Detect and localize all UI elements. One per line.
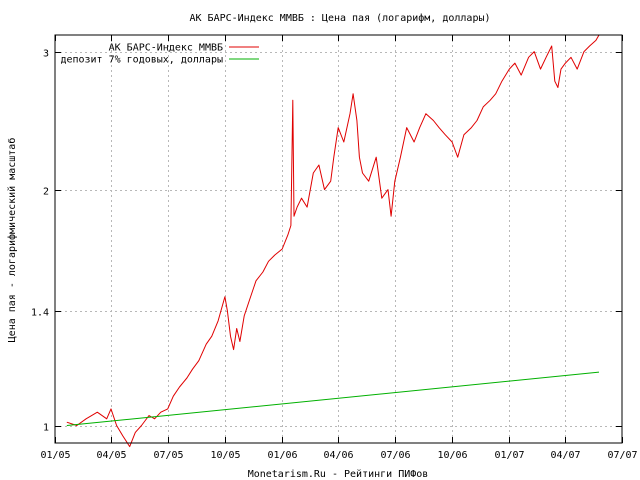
legend-label: депозит 7% годовых, доллары bbox=[60, 55, 223, 66]
y-tick-label: 1 bbox=[43, 423, 49, 434]
y-tick-label: 2 bbox=[43, 187, 49, 198]
legend-label: АК БАРС-Индекс ММВБ bbox=[109, 43, 223, 54]
x-axis-label: Monetarism.Ru - Рейтинги ПИФов bbox=[248, 468, 429, 480]
x-tick-label: 01/05 bbox=[40, 450, 70, 461]
chart-title: АК БАРС-Индекс ММВБ : Цена пая (логарифм… bbox=[189, 12, 490, 24]
x-tick-label: 10/05 bbox=[210, 450, 240, 461]
x-tick-label: 07/05 bbox=[153, 450, 183, 461]
y-tick-label: 1.4 bbox=[31, 308, 49, 319]
x-tick-label: 01/07 bbox=[494, 450, 524, 461]
x-tick-label: 04/07 bbox=[550, 450, 580, 461]
x-tick-label: 07/07 bbox=[607, 450, 637, 461]
series-line-2 bbox=[66, 371, 600, 426]
x-tick-label: 01/06 bbox=[267, 450, 297, 461]
y-tick-label: 3 bbox=[43, 49, 49, 60]
y-axis-label: Цена пая - логарифмический масштаб bbox=[6, 138, 18, 343]
x-tick-label: 04/05 bbox=[96, 450, 126, 461]
y-axis: 1 1.4 2 3 bbox=[31, 49, 622, 434]
x-tick-label: 04/06 bbox=[323, 450, 353, 461]
x-tick-label: 10/06 bbox=[437, 450, 467, 461]
series-group bbox=[66, 34, 600, 448]
series-line-1 bbox=[66, 34, 600, 448]
x-tick-label: 07/06 bbox=[380, 450, 410, 461]
x-axis: 01/05 04/05 07/05 10/05 01/06 04/06 07/06 10/06… bbox=[40, 35, 638, 461]
